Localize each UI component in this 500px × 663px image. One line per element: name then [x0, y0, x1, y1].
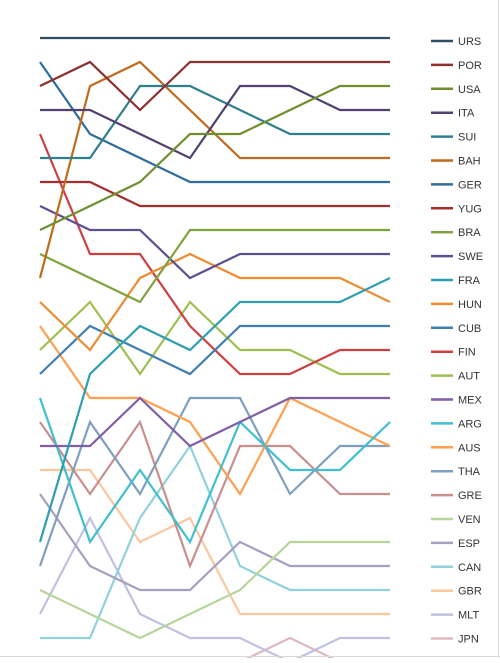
series-line-gre [39, 419, 390, 570]
legend-item-swe: SWE [431, 251, 483, 263]
series-line-sui [40, 84, 390, 160]
legend-item-gbr: GBR [431, 586, 482, 598]
legend-label: BRA [458, 227, 481, 239]
legend-label: URS [458, 36, 481, 48]
legend-item-mlt: MLT [431, 610, 479, 622]
legend-label: SUI [458, 132, 476, 144]
series-line-arg [38, 397, 391, 545]
series-line-aut [39, 300, 390, 376]
series-line-mex [40, 396, 390, 448]
legend-label: VEN [458, 514, 481, 526]
legend-label: FIN [458, 347, 476, 359]
legend-label: CUB [458, 323, 481, 335]
legend-item-por: POR [431, 60, 482, 72]
legend-item-usa: USA [431, 84, 481, 96]
legend-item-fin: FIN [431, 347, 476, 359]
series-line-tha [38, 396, 390, 567]
series-line-jpn [40, 636, 390, 663]
series-line-esp [39, 493, 390, 592]
series-line-fra [38, 277, 391, 543]
series-line-cub [39, 324, 390, 376]
legend-item-ita: ITA [431, 108, 475, 120]
legend-item-yug: YUG [431, 203, 482, 215]
legend: URS POR USA ITA SUI BAH GER YUG BRA SWE FRA HUN CUB F… [431, 36, 483, 646]
legend-label: FRA [458, 275, 481, 287]
chart-border [0, 656, 500, 657]
legend-item-mex: MEX [431, 395, 483, 407]
legend-item-jpn: JPN [431, 634, 479, 646]
legend-item-bah: BAH [431, 156, 481, 168]
series-line-ita [40, 84, 390, 160]
legend-label: USA [458, 84, 481, 96]
series-line-usa [39, 84, 390, 231]
legend-label: BAH [458, 156, 481, 168]
legend-label: THA [458, 466, 481, 478]
legend-item-sui: SUI [431, 132, 476, 144]
series-line-por [39, 60, 390, 112]
legend-item-cub: CUB [431, 323, 481, 335]
legend-item-tha: THA [431, 466, 481, 478]
legend-item-ven: VEN [431, 514, 481, 526]
legend-item-arg: ARG [431, 418, 482, 430]
series-line-yug [40, 180, 390, 208]
chart-border [498, 0, 499, 658]
legend-item-aus: AUS [431, 442, 481, 454]
legend-item-can: CAN [431, 562, 481, 574]
legend-label: GBR [458, 586, 482, 598]
legend-item-ger: GER [431, 179, 482, 191]
legend-item-bra: BRA [431, 227, 481, 239]
legend-label: ITA [458, 108, 475, 120]
legend-item-gre: GRE [431, 490, 482, 502]
legend-label: HUN [458, 299, 482, 311]
legend-item-aut: AUT [431, 371, 480, 383]
legend-label: SWE [458, 251, 483, 263]
series-line-ven [39, 540, 390, 640]
legend-label: CAN [458, 562, 481, 574]
series-line-aus [39, 325, 391, 497]
legend-label: JPN [458, 634, 479, 646]
legend-label: MLT [458, 610, 479, 622]
series-line-ger [39, 61, 390, 184]
series-line-bah [38, 60, 390, 279]
legend-item-hun: HUN [431, 299, 482, 311]
series-line-mlt [39, 515, 390, 663]
legend-item-urs: URS [431, 36, 481, 48]
series-lines [38, 36, 391, 663]
legend-label: YUG [458, 203, 482, 215]
legend-label: GRE [458, 490, 482, 502]
legend-label: POR [458, 60, 482, 72]
legend-label: ARG [458, 418, 482, 430]
legend-label: AUT [458, 371, 480, 383]
series-line-bra [39, 228, 390, 304]
legend-item-esp: ESP [431, 538, 480, 550]
legend-item-fra: FRA [431, 275, 481, 287]
legend-label: AUS [458, 442, 481, 454]
legend-label: GER [458, 179, 482, 191]
series-line-swe [39, 205, 390, 280]
legend-label: MEX [458, 395, 483, 407]
legend-label: ESP [458, 538, 480, 550]
